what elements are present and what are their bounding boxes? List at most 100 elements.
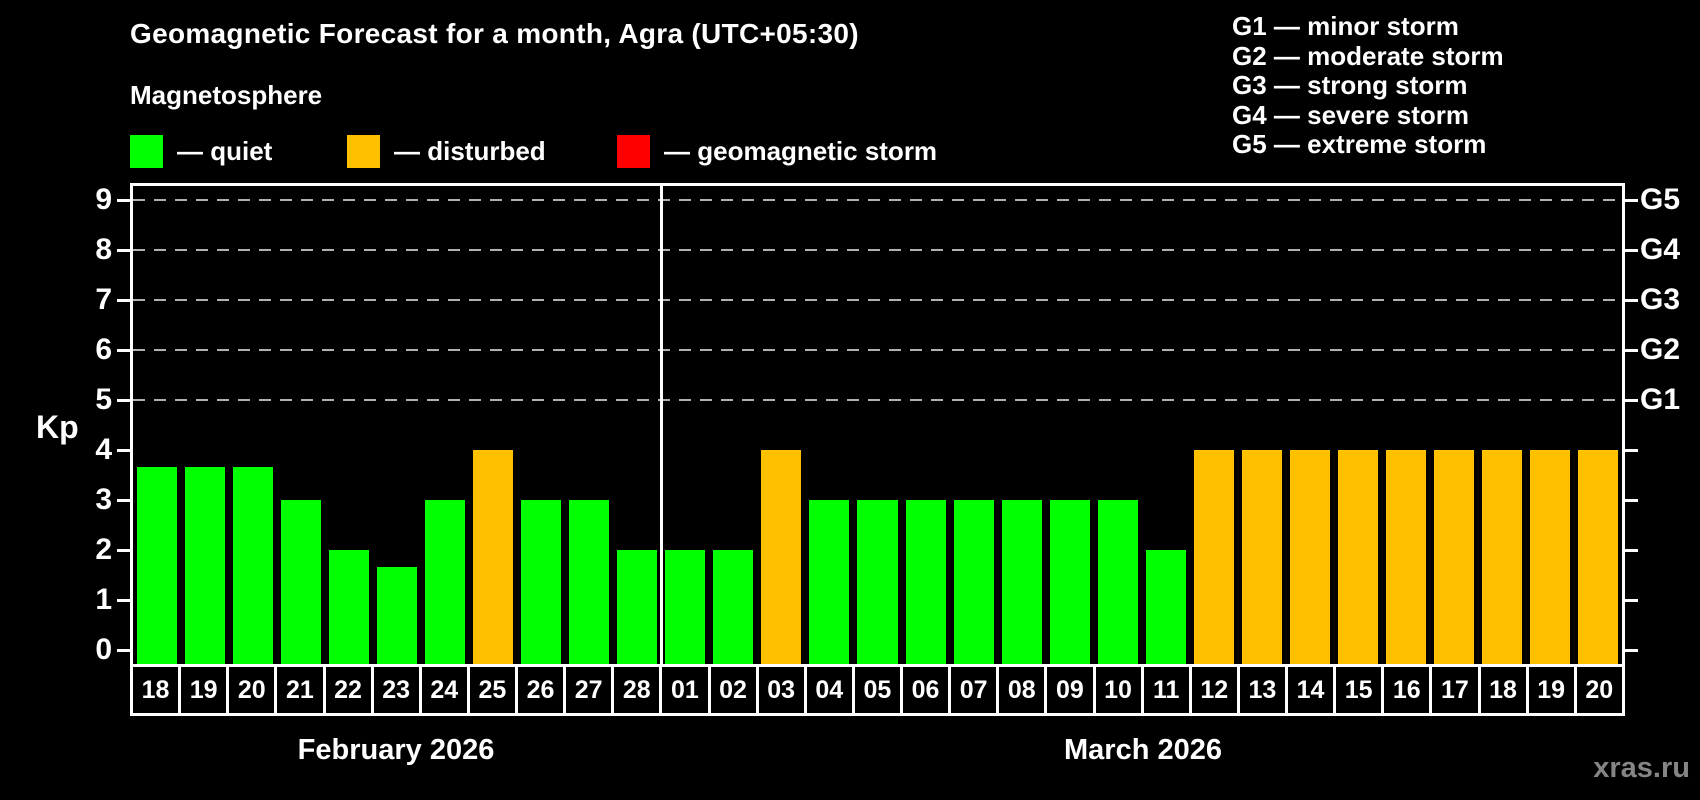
kp-bar-19 xyxy=(185,466,226,664)
date-cell: 19 xyxy=(1525,667,1574,713)
tick-right-3 xyxy=(1625,499,1638,502)
date-cell: 23 xyxy=(370,667,419,713)
y-axis-tick-label: 5 xyxy=(95,383,112,416)
kp-bar-12 xyxy=(1193,450,1234,664)
storm-scale-item: G4 — severe storm xyxy=(1232,99,1470,130)
g-scale-label-g3: G3 xyxy=(1640,283,1681,316)
date-cell: 15 xyxy=(1333,667,1381,713)
kp-bar-11 xyxy=(1145,550,1186,664)
kp-bar-07 xyxy=(953,500,994,664)
tick-right-6 xyxy=(1625,349,1638,352)
kp-bar-02 xyxy=(713,550,754,664)
kp-bar-13 xyxy=(1241,450,1282,664)
kp-bar-19 xyxy=(1529,450,1570,664)
date-cell: 18 xyxy=(141,675,170,704)
kp-bar-09 xyxy=(1049,500,1090,664)
y-axis-title: Kp xyxy=(36,409,79,445)
date-axis: 18 19 20 21 22 23 24 25 26 27 28 01 02 03 04 05 06 07 08 09… xyxy=(130,667,1625,716)
legend-swatch-geomagnetic-storm xyxy=(617,134,650,168)
legend-item-quiet: — quiet xyxy=(130,134,272,168)
date-cell: 06 xyxy=(900,667,948,713)
kp-bar-15 xyxy=(1337,450,1378,664)
gridline-kp5 xyxy=(133,399,1622,401)
date-cell: 12 xyxy=(1188,667,1237,713)
date-cell: 10 xyxy=(1092,667,1141,713)
chart-title: Geomagnetic Forecast for a month, Agra (… xyxy=(130,18,859,49)
kp-bar-22 xyxy=(329,550,370,664)
y-axis-tick-label: 8 xyxy=(95,233,112,266)
date-cell: 21 xyxy=(274,667,322,713)
gridline-kp9 xyxy=(133,199,1622,201)
tick-left-1 xyxy=(117,599,130,602)
storm-scale-item: G1 — minor storm xyxy=(1232,11,1459,41)
kp-bar-21 xyxy=(281,500,322,664)
kp-bar-23 xyxy=(377,566,418,664)
date-cell: 26 xyxy=(515,667,563,713)
kp-bar-27 xyxy=(569,500,610,664)
kp-bar-06 xyxy=(905,500,946,664)
y-axis-tick-label: 4 xyxy=(95,433,112,466)
storm-scale-item: G5 — extreme storm xyxy=(1232,129,1487,159)
date-cell: 09 xyxy=(1044,667,1092,713)
tick-left-5 xyxy=(117,399,130,402)
date-cell: 14 xyxy=(1285,667,1333,713)
tick-right-7 xyxy=(1625,299,1638,302)
date-cell: 11 xyxy=(1140,667,1189,713)
kp-bar-05 xyxy=(857,500,898,664)
gridline-kp8 xyxy=(133,249,1622,251)
storm-scale-item: G2 — moderate storm xyxy=(1232,40,1504,71)
tick-left-4 xyxy=(117,449,130,452)
g-scale-label-g1: G1 xyxy=(1640,383,1681,416)
tick-right-0 xyxy=(1625,649,1638,652)
date-cell: 03 xyxy=(755,667,804,713)
kp-bar-10 xyxy=(1097,500,1138,664)
month-separator-line xyxy=(659,186,663,664)
legend-item-geomagnetic-storm: — geomagnetic storm xyxy=(617,134,937,168)
kp-bar-25 xyxy=(473,450,514,664)
month-label-march: March 2026 xyxy=(1064,734,1222,766)
legend-item-label: — disturbed xyxy=(394,136,546,166)
legend-swatch-quiet xyxy=(130,134,163,168)
tick-right-9 xyxy=(1625,199,1638,202)
kp-bar-20 xyxy=(233,466,274,664)
plot-area xyxy=(130,183,1625,667)
y-axis-tick-label: 1 xyxy=(95,583,112,616)
date-cell: 28 xyxy=(611,667,659,713)
kp-bar-26 xyxy=(521,500,562,664)
magnetosphere-label: Magnetosphere xyxy=(130,80,323,110)
kp-bar-28 xyxy=(617,550,658,664)
date-cell: 17 xyxy=(1429,667,1477,713)
kp-bar-08 xyxy=(1001,500,1042,664)
g-scale-label-g2: G2 xyxy=(1640,333,1681,366)
gridline-kp6 xyxy=(133,349,1622,351)
tick-right-2 xyxy=(1625,549,1638,552)
date-cell: 16 xyxy=(1381,667,1429,713)
date-cell: 01 xyxy=(659,667,707,713)
y-axis-tick-label: 6 xyxy=(95,333,112,366)
watermark: xras.ru xyxy=(1593,752,1690,784)
legend-item-label: — quiet xyxy=(177,136,273,166)
storm-scale-legend: G1 — minor storm G2 — moderate storm G3 — … xyxy=(1232,11,1504,160)
y-axis-tick-label: 7 xyxy=(95,283,112,316)
date-cell: 05 xyxy=(851,667,900,713)
date-cell: 20 xyxy=(226,667,274,713)
tick-left-9 xyxy=(117,199,130,202)
date-cell: 22 xyxy=(322,667,371,713)
gridline-kp7 xyxy=(133,299,1622,301)
kp-bar-17 xyxy=(1433,450,1474,664)
date-cell: 20 xyxy=(1573,667,1622,713)
kp-bar-24 xyxy=(425,500,466,664)
date-cell: 08 xyxy=(996,667,1044,713)
legend-swatch-disturbed xyxy=(347,134,380,168)
legend-item-disturbed: — disturbed xyxy=(347,134,546,168)
month-label-february: February 2026 xyxy=(297,734,495,766)
y-axis-tick-label: 2 xyxy=(95,533,112,566)
tick-left-8 xyxy=(117,249,130,252)
tick-right-5 xyxy=(1625,399,1638,402)
tick-right-1 xyxy=(1625,599,1638,602)
date-cell: 19 xyxy=(178,667,226,713)
date-cell: 04 xyxy=(803,667,852,713)
legend-item-label: — geomagnetic storm xyxy=(664,136,938,166)
kp-bar-16 xyxy=(1385,450,1426,664)
